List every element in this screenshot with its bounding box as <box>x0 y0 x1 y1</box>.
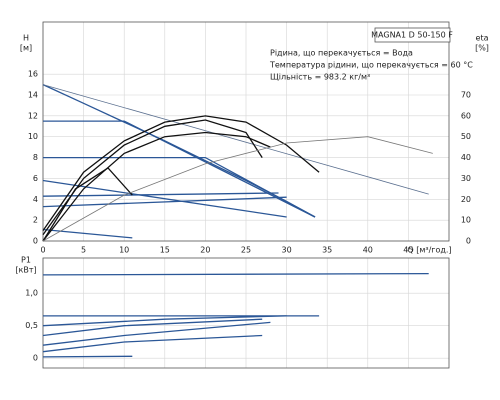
curve <box>42 272 429 276</box>
curve <box>42 318 263 337</box>
curve <box>42 192 279 197</box>
x-tick-label: 45 <box>403 246 413 255</box>
curve <box>42 131 271 242</box>
curve <box>42 119 263 236</box>
x-tick-label: 20 <box>200 246 210 255</box>
plot-frame <box>42 21 450 242</box>
x-tick-label: 0 <box>40 246 45 255</box>
x-tick-label: 30 <box>282 246 292 255</box>
y-tick-label: 0 <box>33 237 38 246</box>
y2-tick-label: 20 <box>461 195 471 204</box>
y-tick-label: 8 <box>33 153 38 162</box>
curve <box>42 167 133 242</box>
y-tick-label: 1,0 <box>25 289 38 298</box>
y-axis-label: [кВт] <box>15 266 36 275</box>
x-tick-label: 10 <box>119 246 129 255</box>
info-line: Температура рідини, що перекачується = 6… <box>269 61 473 70</box>
x-axis-label: Q [м³/год.] <box>407 246 451 255</box>
curve <box>42 321 271 346</box>
y-axis-label: [м] <box>20 44 32 53</box>
x-tick-label: 15 <box>160 246 170 255</box>
y-tick-label: 16 <box>28 70 38 79</box>
y2-tick-label: 60 <box>461 111 471 120</box>
y2-tick-label: 40 <box>461 153 471 162</box>
y-tick-label: 10 <box>28 132 38 141</box>
x-tick-label: 25 <box>241 246 251 255</box>
curve <box>42 136 433 242</box>
y2-tick-label: 50 <box>461 132 471 141</box>
y-tick-label: 0 <box>33 354 38 363</box>
y-tick-label: 2 <box>33 216 38 225</box>
y2-tick-label: 0 <box>466 237 471 246</box>
y2-tick-label: 70 <box>461 91 471 100</box>
curve <box>42 315 287 327</box>
curve <box>42 196 287 208</box>
title: MAGNA1 D 50-150 F <box>371 31 453 40</box>
info-line: Щільність = 983.2 кг/м³ <box>270 73 370 82</box>
y2-axis-label: [%] <box>475 44 489 53</box>
curve <box>43 120 316 218</box>
curve <box>42 115 320 231</box>
y-tick-label: 14 <box>28 91 38 100</box>
y-tick-label: 0,5 <box>25 321 38 330</box>
y-tick-label: 4 <box>33 195 38 204</box>
x-tick-label: 35 <box>322 246 332 255</box>
plot-frame <box>42 257 450 369</box>
curve <box>42 84 429 195</box>
y2-axis-label: eta <box>476 34 489 43</box>
y-axis-label: P1 <box>21 256 31 265</box>
curve <box>42 228 133 239</box>
curve <box>42 334 263 353</box>
info-line: Рідина, що перекачується = Вода <box>270 49 413 58</box>
curve <box>42 179 287 218</box>
x-tick-label: 5 <box>81 246 86 255</box>
y-tick-label: 12 <box>28 111 38 120</box>
y-tick-label: 6 <box>33 174 38 183</box>
y2-tick-label: 30 <box>461 174 471 183</box>
title-box <box>374 27 451 43</box>
y2-tick-label: 10 <box>461 216 471 225</box>
y-axis-label: H <box>23 34 29 43</box>
curve <box>42 355 133 358</box>
x-tick-label: 40 <box>363 246 373 255</box>
